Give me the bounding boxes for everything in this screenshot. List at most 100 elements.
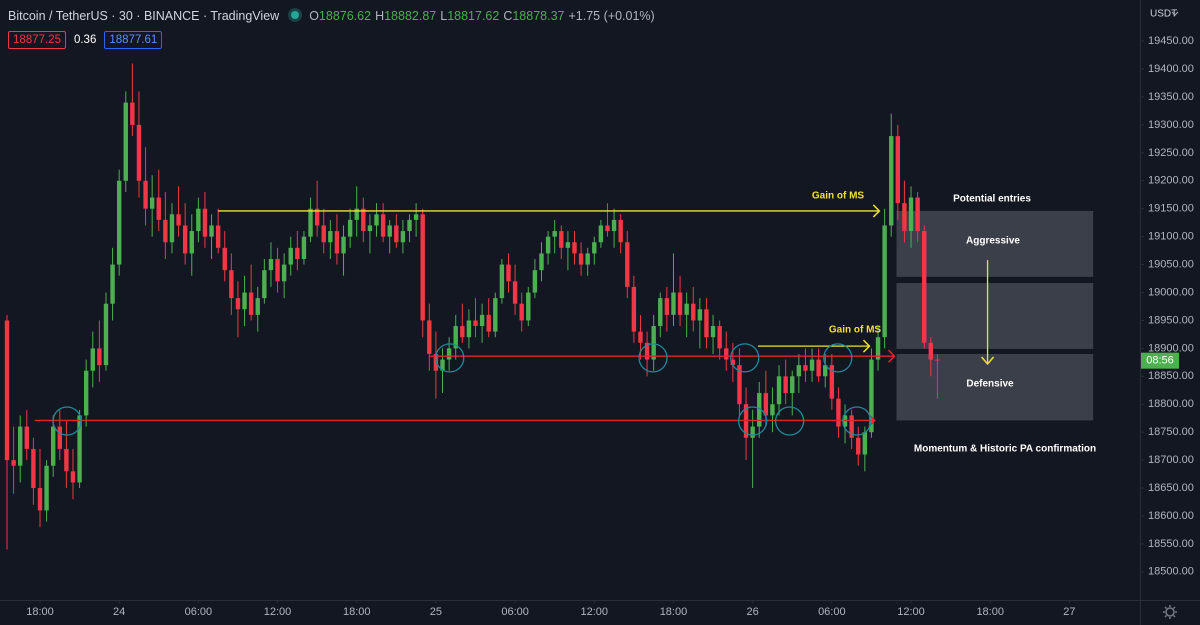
touch-circle [774, 406, 805, 436]
touch-circle [730, 343, 760, 373]
touch-circle [823, 343, 853, 373]
y-tick-label: 18750.00 [1148, 426, 1194, 438]
x-tick-label: 06:00 [185, 606, 213, 618]
candle-body [697, 309, 703, 321]
y-tick-label: 19300.00 [1148, 119, 1194, 131]
candle-body [77, 415, 82, 483]
candle-body [618, 219, 623, 243]
candle-body [856, 437, 861, 455]
candle-body [347, 219, 353, 237]
buy-price[interactable]: 18877.61 [104, 31, 163, 49]
change: +1.75 (+0.01%) [568, 9, 655, 23]
y-tick-label: 19250.00 [1148, 147, 1194, 159]
y-tick-label: 19350.00 [1148, 91, 1194, 103]
candle-body [453, 326, 458, 349]
candle-body [50, 426, 56, 466]
candle-body [671, 292, 676, 315]
candle-body [31, 448, 36, 489]
candle-body [717, 326, 722, 349]
annotation-text: Gain of MS [812, 191, 865, 202]
candle-body [83, 370, 89, 416]
annotation-text: Defensive [966, 379, 1014, 390]
candle-body [473, 320, 478, 327]
y-tick-label: 19200.00 [1148, 175, 1194, 187]
candle-body [704, 309, 709, 338]
annotation-text: Aggressive [966, 236, 1020, 247]
candle-body [374, 214, 379, 226]
dropdown-caret [1171, 11, 1179, 16]
candle-body [4, 320, 10, 461]
candle-body [724, 348, 729, 360]
x-tick-label: 18:00 [26, 606, 54, 618]
x-tick-label: 18:00 [343, 606, 371, 618]
currency-button[interactable] [1144, 5, 1194, 23]
ohlc-value: 18817.62 [447, 9, 500, 23]
candle-body [526, 292, 531, 321]
candle-body [354, 208, 359, 220]
candle-body [684, 303, 689, 315]
candle-body [215, 225, 221, 248]
candle-body [644, 342, 650, 360]
settings-icon[interactable] [1165, 607, 1175, 617]
ohlc-letter: O [309, 9, 319, 23]
candle-body [638, 331, 643, 343]
candle-body [149, 197, 155, 209]
candle-body [202, 208, 208, 237]
candle-body [770, 404, 775, 416]
annotations [34, 204, 995, 436]
candle-body [97, 348, 102, 366]
candle-body [367, 225, 373, 232]
candle-body [829, 365, 835, 399]
candle-body [928, 342, 934, 360]
candle-body [301, 236, 307, 259]
candle-body [440, 359, 445, 371]
candle-body [314, 208, 320, 226]
candle-body [413, 214, 419, 220]
candle-body [295, 247, 300, 259]
candle-body [235, 298, 241, 310]
y-tick-label: 18650.00 [1148, 482, 1194, 494]
candle-body [248, 292, 254, 315]
y-tick-label: 18600.00 [1148, 510, 1194, 522]
candle-body [143, 180, 148, 209]
candle-body [90, 348, 95, 371]
candle-body [262, 270, 267, 299]
candle-body [380, 214, 386, 237]
candle-body [123, 102, 128, 181]
candle-body [512, 281, 518, 304]
candles [4, 63, 940, 550]
candle-body [585, 253, 590, 265]
y-tick-label: 18950.00 [1148, 314, 1194, 326]
y-tick-label: 19050.00 [1148, 258, 1194, 270]
candle-body [519, 303, 524, 321]
ohlc-letter: C [503, 9, 513, 23]
candle-body [506, 264, 511, 282]
x-tick-label: 27 [1063, 606, 1075, 618]
candle-body [387, 225, 392, 237]
currency-label[interactable]: USDT [1150, 9, 1177, 20]
candle-body [268, 258, 274, 271]
candle-body [605, 225, 610, 232]
touch-circle [52, 406, 82, 436]
candle-body [446, 348, 452, 360]
candle-body [361, 208, 366, 232]
candle-body [394, 225, 399, 243]
axes: 18500.00 18550.00 18600.00 18650.00 18700.00… [26, 35, 1194, 618]
y-tick-label: 19100.00 [1148, 231, 1194, 243]
annotation-text: Potential entries [953, 194, 1031, 205]
candle-body [341, 236, 346, 254]
ohlc-value: 18882.87 [384, 9, 437, 23]
candle-body [902, 203, 907, 232]
symbol-header: Bitcoin / TetherUS · 30 · BINANCE · Trad… [8, 9, 655, 23]
x-tick-label: 24 [113, 606, 125, 618]
sell-price[interactable]: 18877.25 [8, 31, 66, 49]
candle-body [281, 264, 287, 282]
candle-body [592, 242, 597, 254]
candle-body [915, 197, 920, 232]
candle-body [275, 258, 280, 282]
candle-body [493, 298, 498, 332]
candle-body [796, 365, 802, 377]
ohlc-value: 18878.37 [512, 9, 565, 23]
y-tick-label: 18850.00 [1148, 370, 1194, 382]
candle-body [103, 303, 109, 366]
